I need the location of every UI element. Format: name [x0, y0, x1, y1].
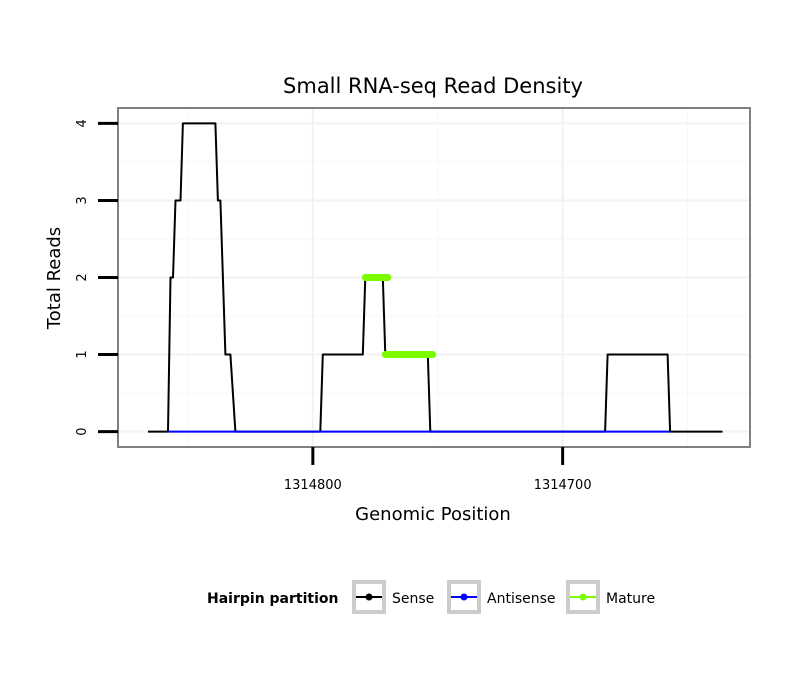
y-tick-label: 0 [75, 427, 90, 435]
legend-key-mature [566, 580, 600, 614]
legend-label-sense: Sense [392, 591, 434, 607]
legend-title: Hairpin partition [207, 591, 338, 607]
x-axis-label: Genomic Position [355, 504, 511, 525]
legend: Hairpin partition Sense Antisense Mature [207, 580, 655, 614]
y-axis-label: Total Reads [44, 227, 65, 330]
legend-label-antisense: Antisense [487, 591, 556, 607]
legend-swatch-dot-antisense [460, 593, 468, 601]
legend-swatch-dot-sense [365, 593, 373, 601]
x-axis: 1314800 1314700 [284, 447, 592, 493]
chart-title: Small RNA-seq Read Density [283, 74, 583, 98]
y-tick-label: 4 [75, 119, 90, 127]
legend-label-mature: Mature [606, 591, 655, 607]
x-tick-label: 1314800 [284, 478, 342, 493]
legend-item-sense: Sense [352, 580, 434, 614]
plot-area [117, 107, 751, 448]
legend-swatch-dot-mature [579, 593, 587, 601]
y-tick-label: 2 [75, 273, 90, 281]
y-tick-label: 1 [75, 350, 90, 358]
legend-item-mature: Mature [566, 580, 655, 614]
x-tick-label: 1314700 [534, 478, 592, 493]
y-tick-label: 3 [75, 196, 90, 204]
series-layer [148, 122, 723, 433]
y-axis: 0 1 2 3 4 [75, 119, 118, 436]
legend-item-antisense: Antisense [447, 580, 556, 614]
